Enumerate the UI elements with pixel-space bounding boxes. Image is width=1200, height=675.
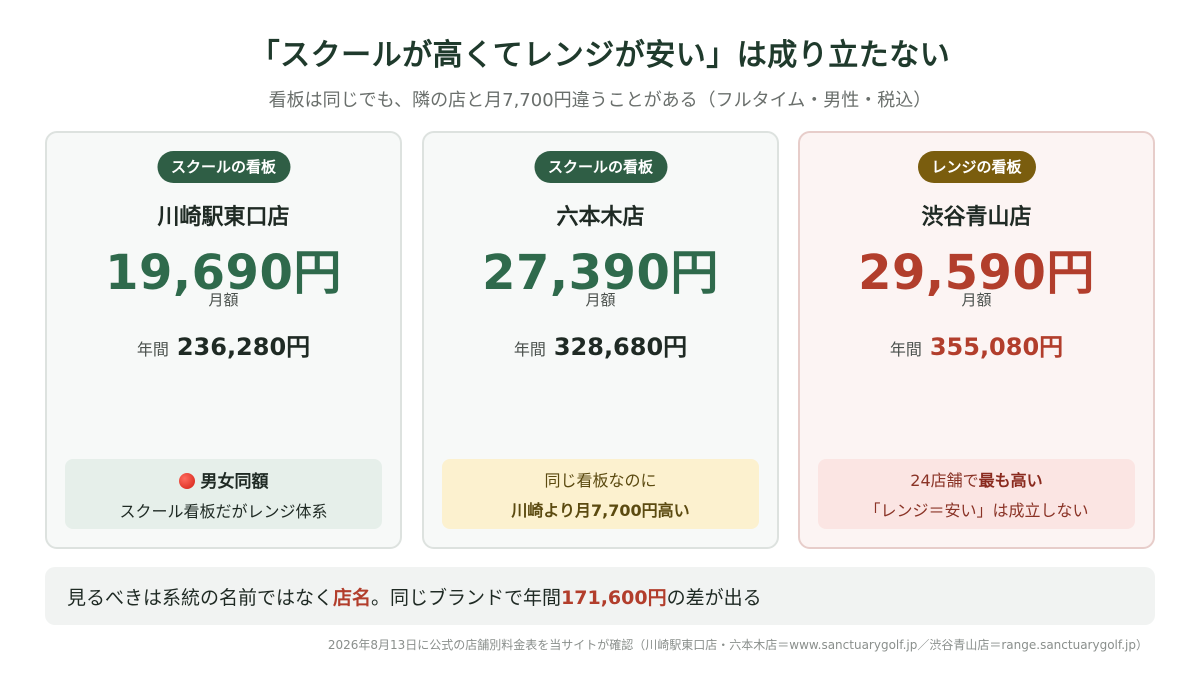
summary-highlight-store-name: 店名 — [333, 586, 372, 609]
note-line1: 同じ看板なのに — [544, 471, 657, 490]
note-line2: 川崎より月7,700円高い — [511, 501, 690, 520]
summary-part1: 見るべきは系統の名前ではなく — [67, 586, 334, 609]
monthly-label: 月額 — [208, 291, 239, 309]
monthly-label: 月額 — [961, 291, 992, 309]
type-badge: スクールの看板 — [156, 151, 291, 183]
card-note: 同じ看板なのに 川崎より月7,700円高い — [442, 459, 759, 529]
monthly-price: 29,590円 — [858, 245, 1095, 301]
annual-price-row: 年間 355,080円 — [800, 327, 1153, 362]
type-badge: レンジの看板 — [917, 151, 1036, 183]
annual-value: 236,280円 — [176, 333, 311, 361]
note-line1: 男女同額 — [200, 471, 269, 492]
store-card-roppongi: スクールの看板 六本木店 27,390円 月額 年間 328,680円 同じ看板な… — [422, 131, 779, 549]
page-title: 「スクールが高くてレンジが安い」は成り立たない — [249, 38, 951, 73]
annual-label: 年間 — [889, 340, 922, 359]
store-card-kawasaki: スクールの看板 川崎駅東口店 19,690円 月額 年間 236,280円 男女同… — [45, 131, 402, 549]
note-line1-strong: 最も高い — [978, 471, 1043, 490]
store-card-shibuya-aoyama: レンジの看板 渋谷青山店 29,590円 月額 年間 355,080円 24店舗で… — [798, 131, 1155, 549]
summary-part3: の差が出る — [666, 586, 762, 609]
annual-label: 年間 — [513, 340, 546, 359]
source-footnote: 2026年8月13日に公式の店舗別料金表を当サイトが確認（川崎駅東口店・六本木店… — [327, 638, 1148, 652]
monthly-label: 月額 — [585, 291, 616, 309]
note-line1-prefix: 24店舗で — [910, 471, 979, 490]
store-name: 川崎駅東口店 — [157, 205, 290, 230]
card-note: 男女同額 スクール看板だがレンジ体系 — [65, 459, 382, 529]
note-line2: スクール看板だがレンジ体系 — [119, 501, 328, 521]
summary-highlight-amount: 171,600円 — [561, 586, 667, 609]
red-circle-icon — [178, 472, 195, 489]
annual-price-row: 年間 236,280円 — [47, 327, 400, 362]
card-note: 24店舗で最も高い 「レンジ＝安い」は成立しない — [818, 459, 1135, 529]
page-subtitle: 看板は同じでも、隣の店と月7,700円違うことがある（フルタイム・男性・税込） — [268, 90, 932, 111]
monthly-price: 27,390円 — [482, 245, 719, 301]
annual-price-row: 年間 328,680円 — [424, 327, 777, 362]
type-badge: スクールの看板 — [533, 151, 668, 183]
annual-label: 年間 — [136, 340, 169, 359]
summary-banner: 見るべきは系統の名前ではなく 店名 。同じブランドで年間 171,600円 の差が出る — [45, 567, 1155, 625]
annual-value: 355,080円 — [929, 333, 1064, 361]
monthly-price: 19,690円 — [105, 245, 342, 301]
annual-value: 328,680円 — [553, 333, 688, 361]
store-name: 渋谷青山店 — [921, 205, 1032, 230]
store-name: 六本木店 — [556, 205, 645, 230]
summary-part2: 。同じブランドで年間 — [371, 586, 562, 609]
note-line2: 「レンジ＝安い」は成立しない — [864, 501, 1089, 520]
